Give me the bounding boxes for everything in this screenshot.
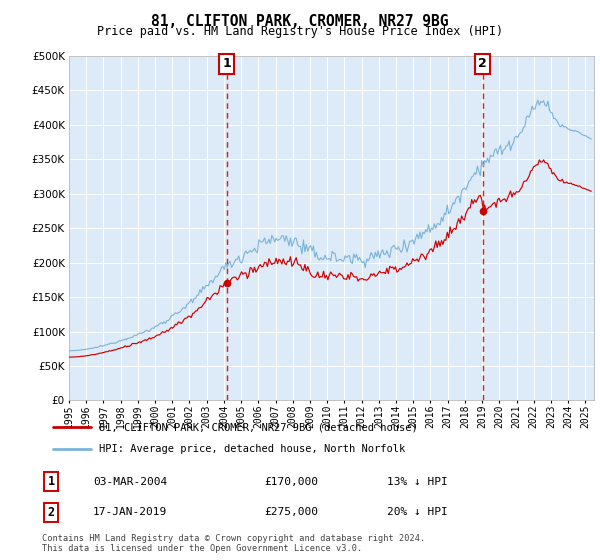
Text: Contains HM Land Registry data © Crown copyright and database right 2024.
This d: Contains HM Land Registry data © Crown c… — [42, 534, 425, 553]
Text: 17-JAN-2019: 17-JAN-2019 — [93, 507, 167, 517]
Text: 20% ↓ HPI: 20% ↓ HPI — [387, 507, 448, 517]
Text: 81, CLIFTON PARK, CROMER, NR27 9BG: 81, CLIFTON PARK, CROMER, NR27 9BG — [151, 14, 449, 29]
Text: £170,000: £170,000 — [264, 477, 318, 487]
Text: £275,000: £275,000 — [264, 507, 318, 517]
Text: 1: 1 — [47, 475, 55, 488]
Text: HPI: Average price, detached house, North Norfolk: HPI: Average price, detached house, Nort… — [99, 444, 405, 454]
Text: 81, CLIFTON PARK, CROMER, NR27 9BG (detached house): 81, CLIFTON PARK, CROMER, NR27 9BG (deta… — [99, 422, 418, 432]
Text: 1: 1 — [223, 57, 231, 71]
Text: 2: 2 — [478, 57, 487, 71]
Text: Price paid vs. HM Land Registry's House Price Index (HPI): Price paid vs. HM Land Registry's House … — [97, 25, 503, 38]
Text: 03-MAR-2004: 03-MAR-2004 — [93, 477, 167, 487]
Text: 2: 2 — [47, 506, 55, 519]
Text: 13% ↓ HPI: 13% ↓ HPI — [387, 477, 448, 487]
